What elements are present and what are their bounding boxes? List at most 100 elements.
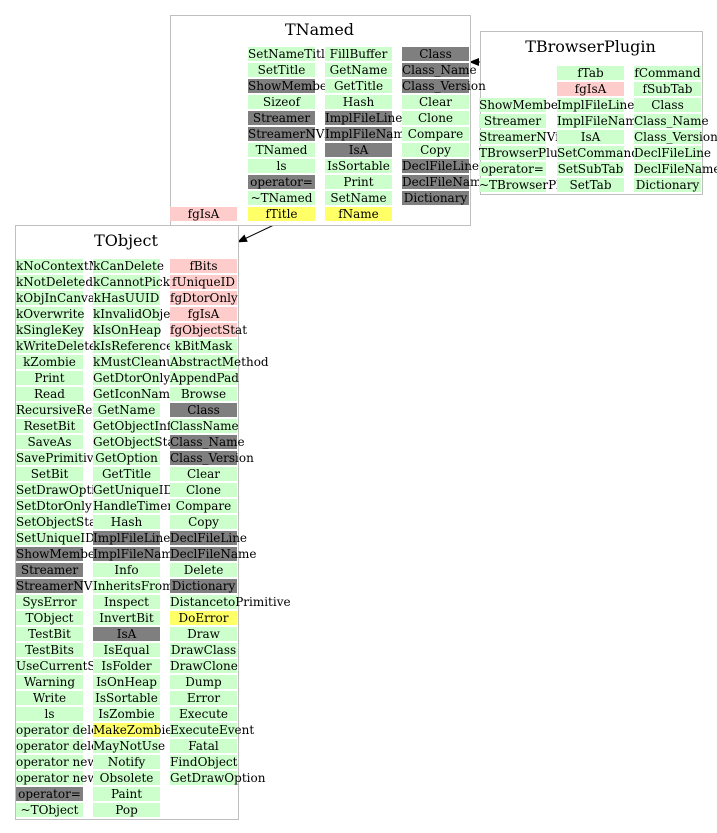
tobject-member: ShowMembers — [16, 547, 107, 561]
tobject-member: kInvalidObject — [93, 307, 182, 321]
tobject-member: Class_Name — [170, 435, 245, 449]
tobject-member: kObjInCanvas — [16, 291, 102, 305]
tobject-member: Streamer — [16, 563, 83, 577]
tobject-member: HandleTimer — [93, 499, 174, 513]
tobject-member: TestBits — [16, 643, 83, 657]
tnamed-member: Clear — [402, 95, 469, 109]
tbrowserplugin-member: Class — [634, 98, 701, 112]
tobject-member: GetDtorOnly — [93, 371, 171, 385]
tobject-member: Class_Version — [170, 451, 254, 465]
tobject-member: Dictionary — [170, 579, 237, 593]
tnamed-member: Hash — [325, 95, 392, 109]
tbrowserplugin-member: Dictionary — [634, 178, 701, 192]
tnamed-class-title: TNamed — [284, 20, 355, 39]
tobject-member: ls — [16, 707, 83, 721]
tbrowserplugin-member: DeclFileLine — [634, 146, 712, 160]
tobject-member: Hash — [93, 515, 160, 529]
tbrowserplugin-member: ~TBrowserPlugin — [479, 178, 587, 192]
tobject-member: Class — [170, 403, 237, 417]
tobject-member: DoError — [170, 611, 237, 625]
tobject-member: kOverwrite — [16, 307, 85, 321]
tnamed-member: SetName — [325, 191, 392, 205]
tnamed-member: Copy — [402, 143, 469, 157]
tobject-member: Print — [16, 371, 83, 385]
tobject-member: GetTitle — [93, 467, 160, 481]
tobject-class-title: TObject — [94, 231, 158, 250]
tobject-member: IsOnHeap — [93, 675, 160, 689]
tnamed-member: Class_Name — [402, 63, 477, 77]
tobject-member: SetDrawOption — [16, 483, 111, 497]
tnamed-member: SetTitle — [248, 63, 315, 77]
tobject-member: GetDrawOption — [170, 771, 266, 785]
tobject-member: IsSortable — [93, 691, 160, 705]
tobject-member: SaveAs — [16, 435, 83, 449]
tobject-member: operator= — [16, 787, 83, 801]
tobject-member: Copy — [170, 515, 237, 529]
tbrowserplugin-member: TBrowserPlugin — [479, 146, 577, 160]
tnamed-member: operator= — [248, 175, 315, 189]
tobject-member: GetUniqueID — [93, 483, 174, 497]
tobject-member: SetObjectStat — [16, 515, 102, 529]
tobject-member: kBitMask — [170, 339, 237, 353]
tbrowserplugin-member: fTab — [557, 66, 624, 80]
tobject-member: ExecuteEvent — [170, 723, 255, 737]
tnamed-member: Compare — [402, 127, 469, 141]
tbrowserplugin-member: ImplFileName — [557, 114, 644, 128]
tobject-member: SetDtorOnly — [16, 499, 92, 513]
tnamed-member: Dictionary — [402, 191, 469, 205]
tobject-member: kCanDelete — [93, 259, 164, 273]
tobject-member: kHasUUID — [93, 291, 160, 305]
tobject-member: SavePrimitive — [16, 451, 101, 465]
tobject-member: GetObjectInfo — [93, 419, 179, 433]
tnamed-member: GetTitle — [325, 79, 392, 93]
tobject-member: kIsReferenced — [93, 339, 181, 353]
tobject-member: ResetBit — [16, 419, 83, 433]
tbrowserplugin-member: operator= — [479, 162, 546, 176]
tobject-member: Fatal — [170, 739, 237, 753]
tnamed-member: Class_Version — [402, 79, 486, 93]
tobject-member: SetUniqueID — [16, 531, 95, 545]
tobject-member: DrawClone — [170, 659, 238, 673]
tnamed-member: StreamerNVirtual — [248, 127, 358, 141]
tobject-member: Clear — [170, 467, 237, 481]
tobject-member: kSingleKey — [16, 323, 85, 337]
tobject-member: Info — [93, 563, 160, 577]
tobject-member: IsEqual — [93, 643, 160, 657]
tobject-member: Clone — [170, 483, 237, 497]
tbrowserplugin-member: ShowMembers — [479, 98, 570, 112]
arrow-tnamed-to-tobject — [237, 223, 277, 243]
tobject-member: Draw — [170, 627, 237, 641]
tnamed-member: Class — [402, 47, 469, 61]
tobject-member: operator new — [16, 755, 98, 769]
tnamed-member: GetName — [325, 63, 392, 77]
tobject-member: Delete — [170, 563, 237, 577]
tobject-member: Error — [170, 691, 237, 705]
tobject-member: Execute — [170, 707, 237, 721]
tbrowserplugin-member: SetCommand — [557, 146, 639, 160]
tbrowserplugin-member: IsA — [557, 130, 624, 144]
tnamed-member: Sizeof — [248, 95, 315, 109]
tnamed-member: ImplFileLine — [325, 111, 403, 125]
tnamed-member: ~TNamed — [248, 191, 315, 205]
tobject-member: kWriteDelete — [16, 339, 97, 353]
tobject-member: DeclFileName — [170, 547, 257, 561]
tnamed-member: Print — [325, 175, 392, 189]
tobject-member: operator delete — [16, 723, 111, 737]
tobject-member: kNoContextMenu — [16, 259, 124, 273]
tobject-member: DrawClass — [170, 643, 237, 657]
tbrowserplugin-member: fgIsA — [557, 82, 624, 96]
tbrowserplugin-member: SetSubTab — [557, 162, 624, 176]
tnamed-member: FillBuffer — [325, 47, 392, 61]
tobject-member: StreamerNVirtual — [16, 579, 126, 593]
tobject-member: Browse — [170, 387, 237, 401]
tbrowserplugin-class-title: TBrowserPlugin — [525, 37, 656, 56]
tobject-member: UseCurrentStyle — [16, 659, 119, 673]
tnamed-member: TNamed — [248, 143, 315, 157]
tnamed-member: Clone — [402, 111, 469, 125]
tobject-member: FindObject — [170, 755, 238, 769]
tbrowserplugin-member: fSubTab — [634, 82, 701, 96]
tbrowserplugin-member: Class_Version — [634, 130, 717, 144]
tnamed-member: ImplFileName — [325, 127, 412, 141]
tobject-member: GetName — [93, 403, 160, 417]
